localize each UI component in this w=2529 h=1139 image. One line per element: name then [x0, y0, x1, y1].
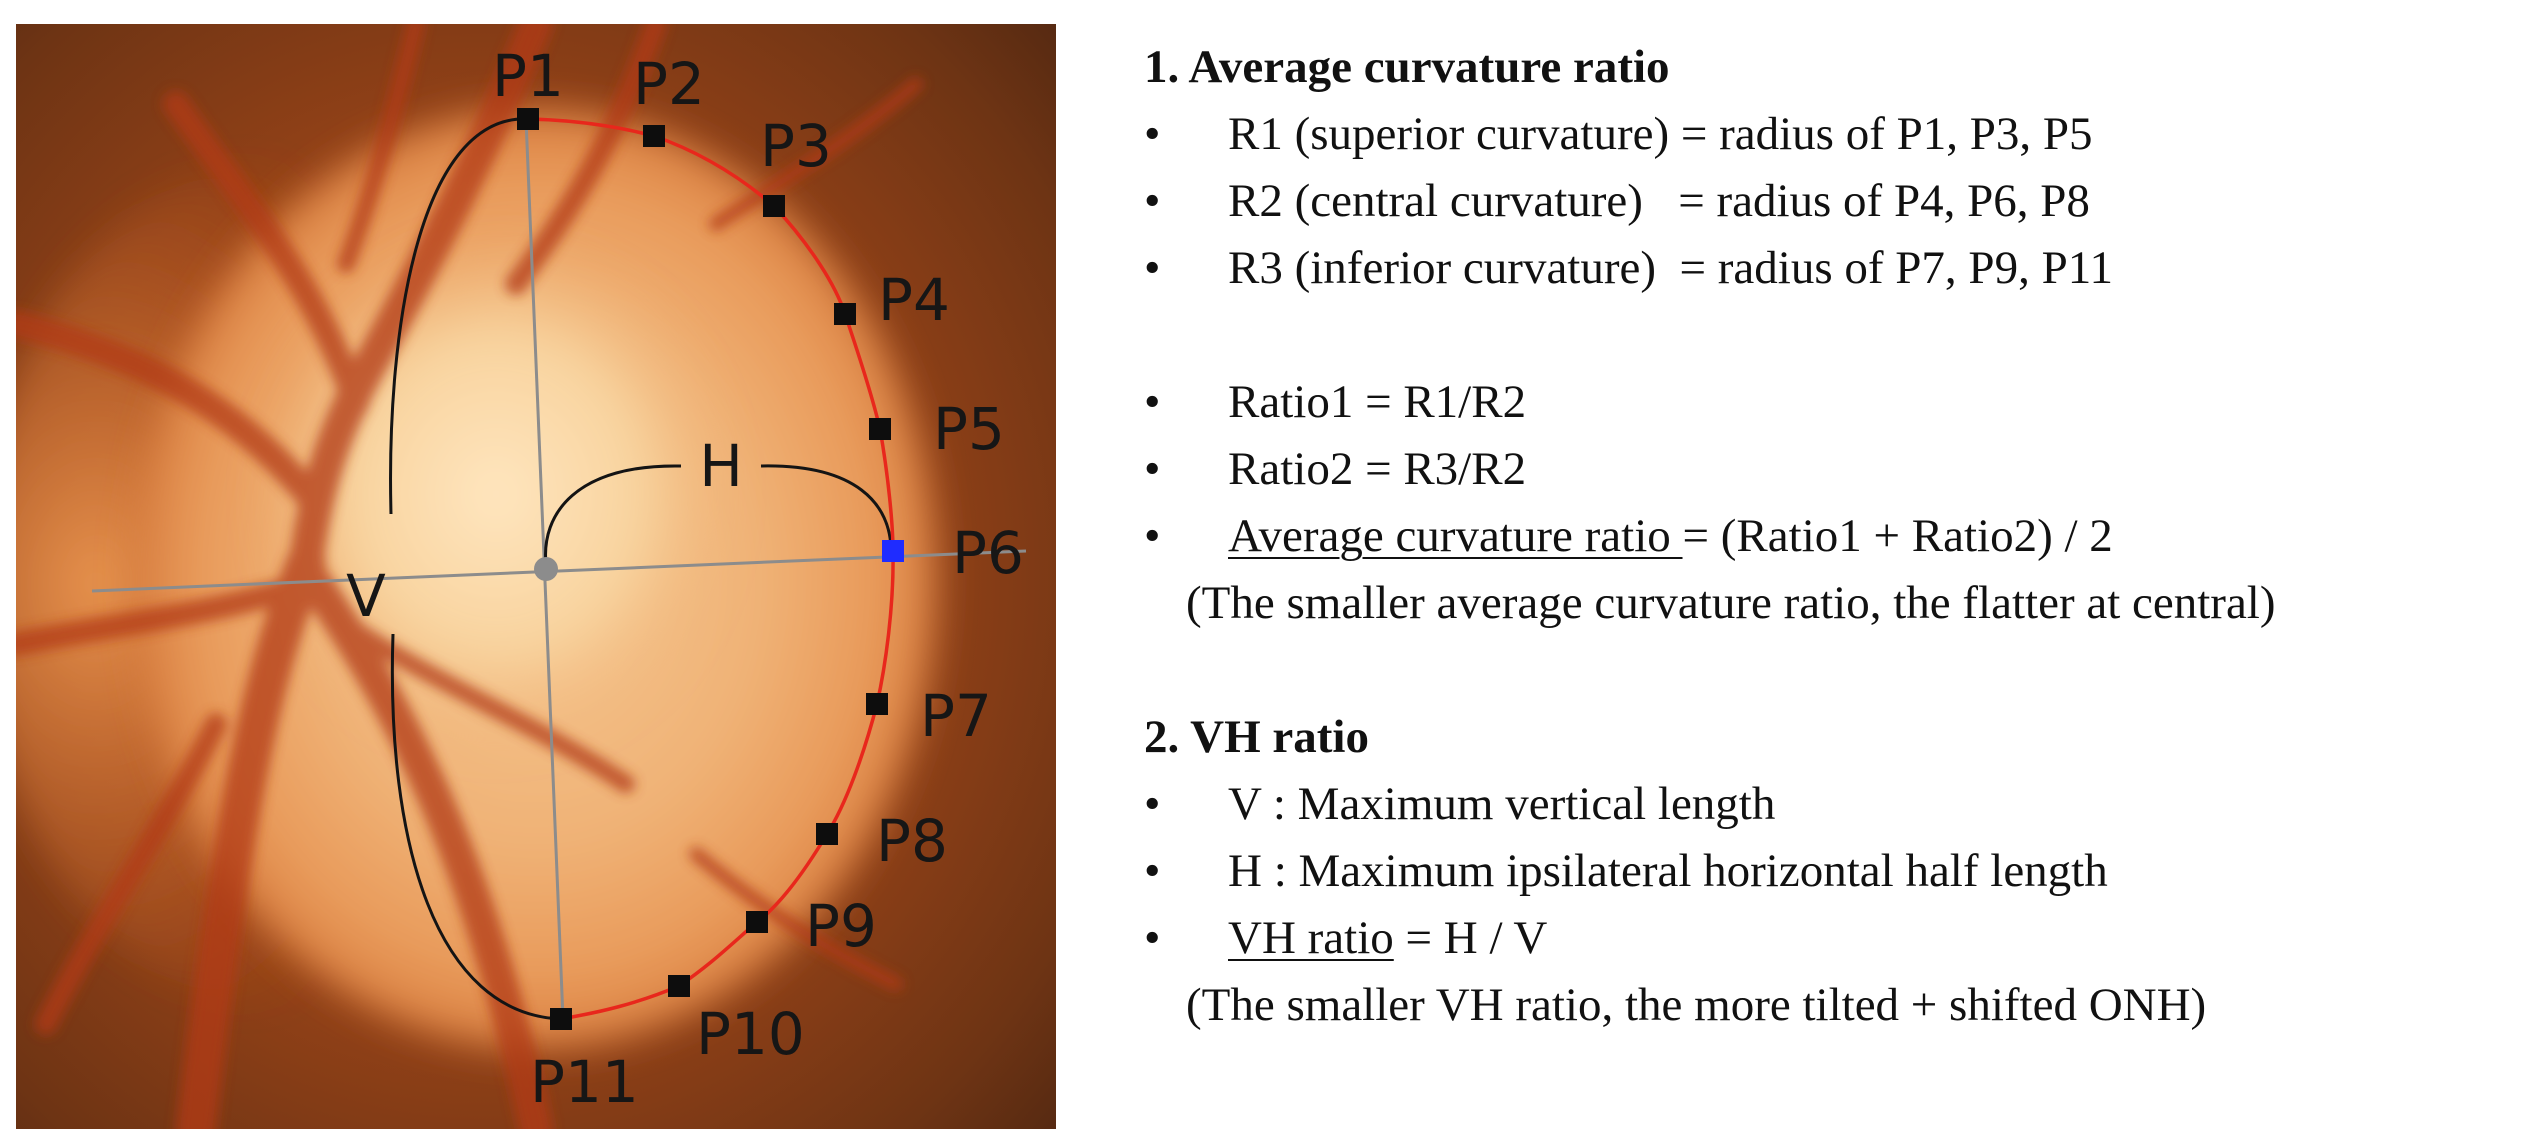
v-bullet: • V : Maximum vertical length [1144, 771, 2524, 838]
r1-definition: R1 (superior curvature) = radius of P1, … [1228, 108, 2093, 160]
marker-p1 [517, 108, 539, 130]
bullet-dot: • [1144, 242, 1161, 294]
bullet-dot: • [1144, 108, 1161, 160]
marker-p5 [869, 418, 891, 440]
ratio1-bullet: • Ratio1 = R1/R2 [1144, 369, 2524, 436]
bullet-dot: • [1144, 175, 1161, 227]
vh-ratio-bullet: • VH ratio = H / V [1144, 905, 2524, 972]
r2-bullet: • R2 (central curvature) = radius of P4,… [1144, 168, 2524, 235]
bullet-dot: • [1144, 443, 1161, 495]
center-point [534, 557, 558, 581]
r3-bullet: • R3 (inferior curvature) = radius of P7… [1144, 235, 2524, 302]
section2-heading: 2. VH ratio [1144, 711, 1369, 763]
v-label: V [346, 562, 386, 630]
label-p3: P3 [760, 112, 832, 180]
r2-definition: R2 (central curvature) = radius of P4, P… [1228, 175, 2090, 227]
label-p10: P10 [696, 1000, 805, 1068]
label-p11: P11 [530, 1048, 639, 1116]
boundary-markers [517, 108, 891, 1030]
average-curvature-formula: = (Ratio1 + Ratio2) / 2 [1682, 510, 2113, 562]
ratio1-definition: Ratio1 = R1/R2 [1228, 376, 1527, 428]
label-p2: P2 [633, 50, 705, 118]
h-definition: H : Maximum ipsilateral horizontal half … [1228, 845, 2108, 897]
spacer [1144, 637, 2524, 704]
marker-p10 [668, 975, 690, 997]
marker-p9 [746, 911, 768, 933]
bullet-dot: • [1144, 510, 1161, 562]
bullet-dot: • [1144, 778, 1161, 830]
marker-p7 [866, 693, 888, 715]
marker-p3 [763, 195, 785, 217]
bullet-dot: • [1144, 376, 1161, 428]
spacer [1144, 302, 2524, 369]
fundus-photo: V H P1 P2 P3 P4 P5 P6 [16, 24, 1056, 1129]
ratio2-bullet: • Ratio2 = R3/R2 [1144, 436, 2524, 503]
average-curvature-bullet: • Average curvature ratio = (Ratio1 + Ra… [1144, 503, 2524, 570]
marker-p2 [643, 125, 665, 147]
average-curvature-term: Average curvature ratio [1228, 510, 1683, 562]
vh-ratio-formula: = H / V [1393, 912, 1548, 964]
label-p5: P5 [933, 395, 1005, 463]
marker-p4 [834, 303, 856, 325]
section1-note: (The smaller average curvature ratio, th… [1186, 577, 2276, 629]
v-brace-upper [389, 117, 529, 515]
marker-p11 [550, 1008, 572, 1030]
label-p9: P9 [805, 892, 877, 960]
h-brace-right [760, 464, 893, 552]
vh-ratio-definition: VH ratio = H / V [1228, 905, 1547, 972]
r1-bullet: • R1 (superior curvature) = radius of P1… [1144, 101, 2524, 168]
ratio2-definition: Ratio2 = R3/R2 [1228, 443, 1527, 495]
horizontal-axis-line [91, 549, 1027, 593]
definitions-panel: 1. Average curvature ratio • R1 (superio… [1144, 34, 2524, 1039]
h-label: H [699, 432, 743, 500]
h-brace [544, 464, 893, 565]
fundus-diagram: V H P1 P2 P3 P4 P5 P6 [16, 24, 1056, 1129]
label-p6: P6 [952, 519, 1024, 587]
average-curvature-definition: Average curvature ratio = (Ratio1 + Rati… [1228, 503, 2113, 570]
marker-p8 [816, 823, 838, 845]
h-bullet: • H : Maximum ipsilateral horizontal hal… [1144, 838, 2524, 905]
blood-vessels [16, 24, 923, 1129]
label-p1: P1 [492, 42, 564, 110]
v-brace [389, 117, 562, 1021]
h-brace-left [544, 464, 682, 565]
marker-p6 [882, 540, 904, 562]
r3-definition: R3 (inferior curvature) = radius of P7, … [1228, 242, 2113, 294]
bullet-dot: • [1144, 912, 1161, 964]
section2-note: (The smaller VH ratio, the more tilted +… [1186, 979, 2207, 1031]
vh-ratio-term: VH ratio [1228, 912, 1394, 964]
label-p8: P8 [876, 807, 948, 875]
v-brace-lower [390, 633, 562, 1021]
label-p7: P7 [920, 682, 992, 750]
bullet-dot: • [1144, 845, 1161, 897]
v-definition: V : Maximum vertical length [1228, 778, 1776, 830]
section1-heading: 1. Average curvature ratio [1144, 41, 1670, 93]
label-p4: P4 [878, 266, 950, 334]
